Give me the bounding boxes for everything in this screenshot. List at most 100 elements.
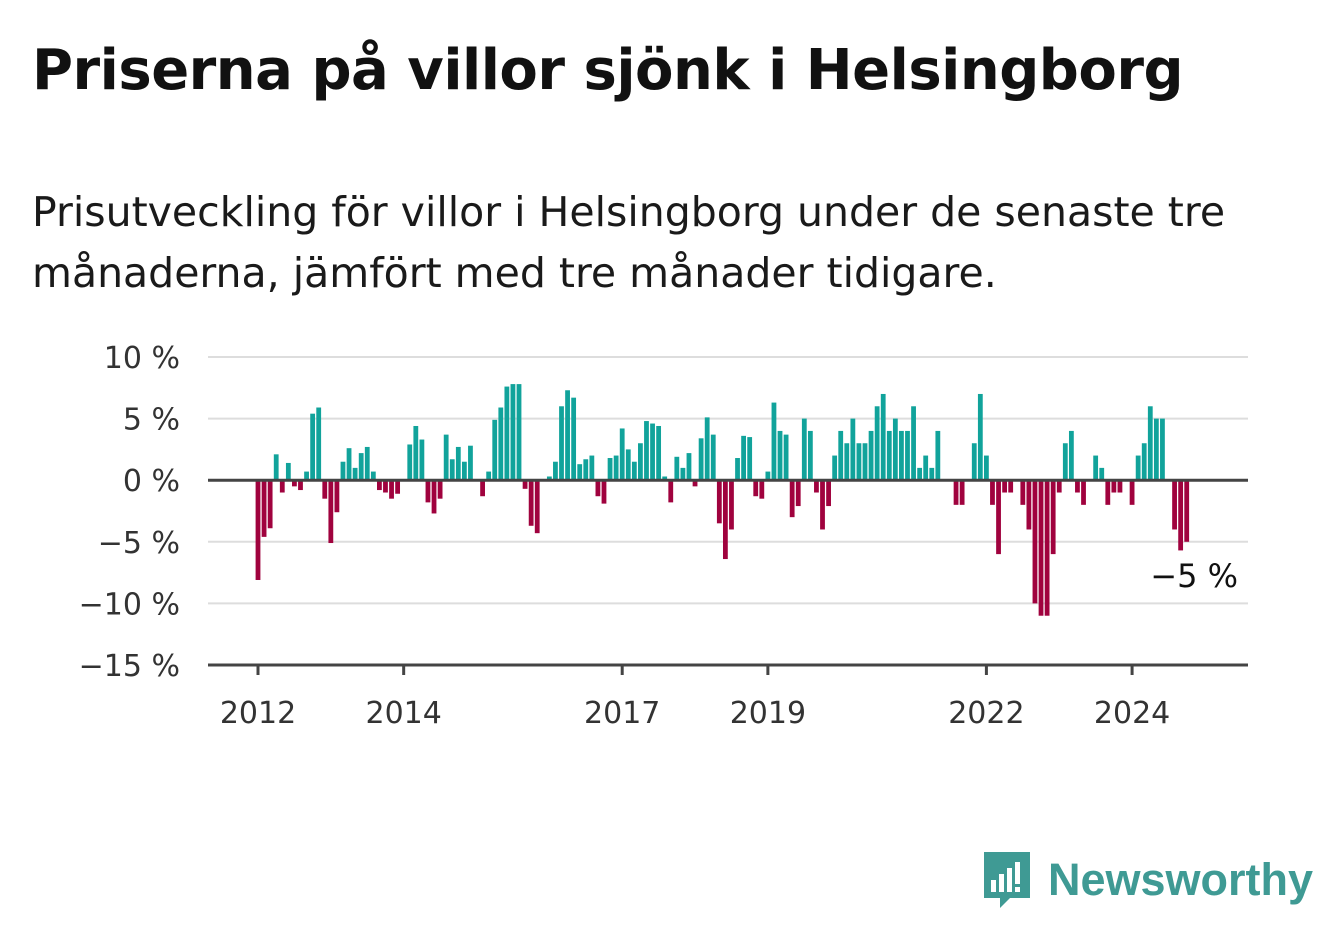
- bar: [680, 467, 686, 481]
- bar: [868, 430, 874, 481]
- bar: [905, 430, 910, 481]
- bar: [747, 437, 753, 481]
- bar: [595, 480, 601, 497]
- bar: [874, 406, 880, 481]
- bar: [546, 476, 552, 481]
- bar: [1117, 480, 1123, 493]
- bar: [1026, 480, 1032, 530]
- bar: [1093, 455, 1099, 481]
- bar: [377, 480, 382, 491]
- bar: [959, 480, 965, 505]
- x-axis-labels: 2012 2014 2017 2019 2022 2024: [220, 696, 1170, 731]
- bar: [771, 402, 777, 481]
- bar: [1068, 430, 1074, 481]
- bar: [613, 455, 619, 481]
- bar: [316, 407, 322, 481]
- bar: [273, 454, 279, 481]
- y-tick-label: 10 %: [104, 341, 180, 376]
- bar: [1002, 480, 1008, 493]
- x-tick-label: 2024: [1094, 696, 1170, 731]
- bar: [619, 428, 625, 481]
- bar: [292, 480, 297, 487]
- bar: [1099, 467, 1105, 481]
- bar: [698, 438, 704, 481]
- bar: [625, 449, 631, 481]
- bar: [583, 459, 589, 481]
- bar: [571, 397, 577, 481]
- x-tick-label: 2014: [366, 696, 442, 731]
- y-tick-label: 0 %: [123, 464, 180, 499]
- bar: [322, 480, 328, 499]
- bar: [722, 480, 728, 560]
- bar: [1008, 480, 1014, 493]
- bar: [383, 480, 388, 493]
- y-tick-label: −15 %: [79, 649, 180, 684]
- bar: [1160, 418, 1165, 481]
- bar: [455, 446, 461, 481]
- bar: [310, 413, 316, 481]
- x-tick-label: 2019: [730, 696, 806, 731]
- bar: [1020, 480, 1026, 505]
- bar: [892, 418, 898, 481]
- bar: [832, 455, 838, 481]
- bar: [486, 471, 492, 481]
- bar: [267, 480, 273, 529]
- bar: [437, 480, 443, 499]
- bar: [589, 455, 595, 481]
- bar: [644, 421, 649, 481]
- bar: [826, 480, 831, 507]
- bar: [953, 480, 959, 505]
- bar: [838, 430, 844, 481]
- bar: [534, 480, 540, 534]
- bar: [971, 443, 977, 481]
- x-tick-label: 2012: [220, 696, 296, 731]
- bar: [674, 456, 680, 481]
- y-axis-labels: 10 % 5 % 0 % −5 % −10 % −15 %: [79, 341, 180, 684]
- bar: [407, 444, 413, 481]
- bar: [1056, 480, 1062, 493]
- x-tick-label: 2022: [948, 696, 1024, 731]
- bar: [1105, 480, 1111, 505]
- bar: [516, 384, 522, 481]
- bar: [729, 480, 734, 530]
- bar: [607, 458, 613, 481]
- bar: [279, 480, 285, 493]
- bar: [807, 430, 813, 481]
- bar: [1153, 418, 1159, 481]
- bar: [389, 480, 394, 499]
- bar: [364, 446, 370, 481]
- bar: [1147, 406, 1153, 481]
- bar: [553, 461, 558, 481]
- bar: [1111, 480, 1117, 493]
- bar: [650, 423, 655, 481]
- newsworthy-brand[interactable]: Newsworthy: [980, 848, 1313, 912]
- bar: [686, 453, 692, 481]
- bar: [984, 455, 989, 481]
- bar: [656, 425, 662, 481]
- bar: [334, 480, 340, 513]
- newsworthy-logo-icon: [984, 852, 1030, 908]
- bar: [1062, 443, 1068, 481]
- bar: [352, 467, 358, 481]
- bar: [528, 480, 534, 526]
- bar: [662, 476, 668, 481]
- bar: [801, 418, 807, 481]
- bar: [504, 386, 510, 481]
- bar: [340, 461, 346, 481]
- bar: [753, 480, 759, 497]
- bar: [850, 418, 856, 481]
- bar: [856, 443, 862, 481]
- bar: [759, 480, 765, 499]
- bar: [777, 430, 783, 481]
- bar: [765, 471, 771, 481]
- bar: [425, 480, 431, 503]
- chart-title: Priserna på villor sjönk i Helsingborg: [32, 38, 1184, 103]
- bar: [704, 417, 710, 481]
- bar: [899, 430, 904, 481]
- bar: [358, 453, 364, 481]
- bar: [304, 471, 309, 481]
- bar: [1081, 480, 1086, 505]
- bar: [498, 407, 504, 481]
- last-value-annotation: −5 %: [1150, 557, 1238, 595]
- bar: [1141, 443, 1147, 481]
